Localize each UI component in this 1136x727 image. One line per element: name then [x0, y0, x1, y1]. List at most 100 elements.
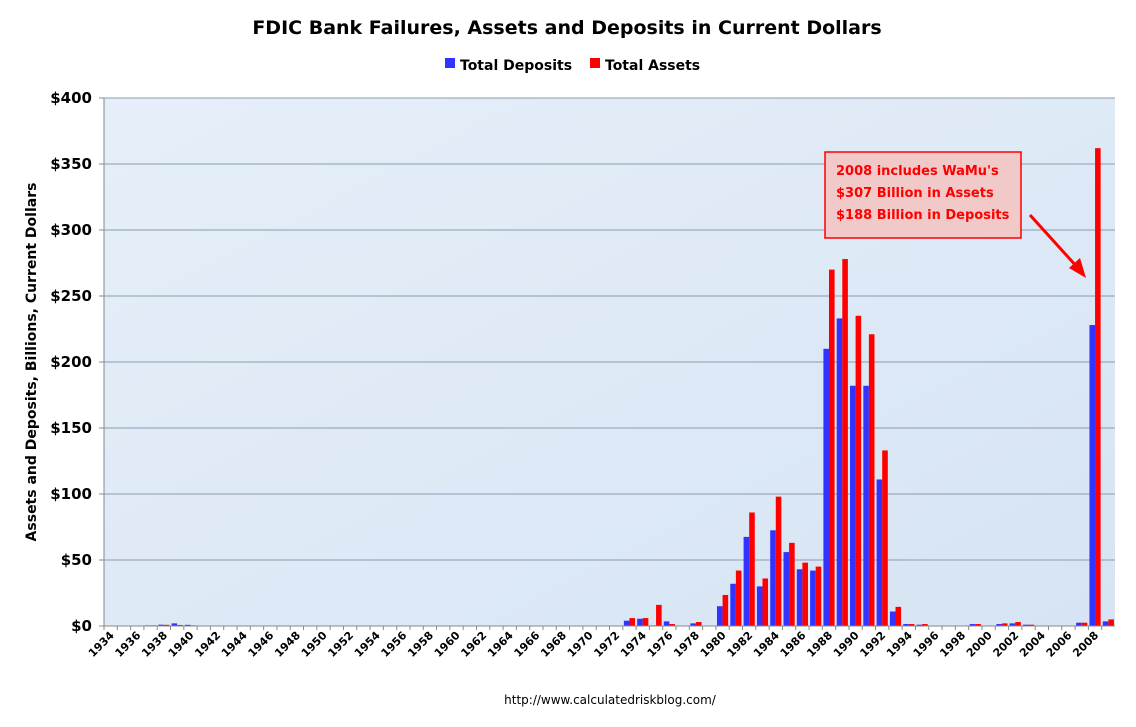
- annotation-arrow-shaft: [1028, 213, 1080, 270]
- bar-total-deposits-2007: [1076, 622, 1082, 626]
- x-tick-label: 1942: [192, 629, 223, 660]
- bar-total-deposits-1985: [783, 552, 790, 626]
- x-tick-label: 2002: [991, 629, 1022, 660]
- x-tick-label: 1954: [352, 629, 383, 660]
- legend: Total Deposits Total Assets: [445, 58, 700, 74]
- x-tick-label: 1944: [219, 629, 250, 660]
- bar-total-assets-1981: [735, 570, 742, 626]
- bar-total-assets-1976: [669, 624, 675, 626]
- bar-total-assets-1992: [882, 450, 888, 626]
- bar-total-deposits-1983: [756, 586, 763, 626]
- bar-total-deposits-1989: [836, 318, 843, 626]
- bar-total-deposits-1976: [663, 621, 670, 626]
- bars: [105, 148, 1114, 626]
- annotation-arrow-head: [1069, 258, 1086, 278]
- annotation-line-3: $188 Billion in Deposits: [836, 208, 1010, 223]
- bar-total-assets-2007: [1081, 622, 1088, 626]
- bar-total-assets-1994: [908, 624, 915, 626]
- y-tick-label: $100: [50, 485, 92, 503]
- annotation: 2008 includes WaMu's $307 Billion in Ass…: [824, 151, 1086, 278]
- legend-swatch-total-deposits: [445, 58, 455, 68]
- bar-total-assets-2001: [1001, 623, 1008, 626]
- x-tick-label: 1976: [645, 629, 676, 660]
- bar-total-deposits-2009: [1102, 621, 1109, 626]
- x-tick-label: 1938: [139, 629, 170, 660]
- bar-total-assets-2008: [1095, 148, 1101, 626]
- legend-label-total-deposits: Total Deposits: [460, 58, 572, 74]
- x-tick-label: 1994: [884, 629, 915, 660]
- bar-total-deposits-2002: [1009, 623, 1016, 626]
- x-tick-label: 1970: [565, 629, 596, 660]
- bar-total-deposits-1990: [850, 385, 856, 626]
- bar-total-deposits-1994: [903, 624, 909, 626]
- bar-total-deposits-1980: [716, 606, 723, 626]
- bar-total-assets-1985: [789, 542, 795, 626]
- bar-total-deposits-1999: [969, 624, 976, 626]
- bar-total-deposits-2003: [1022, 624, 1029, 626]
- x-tick-label: 1950: [299, 629, 330, 660]
- x-tick-label: 1980: [698, 629, 729, 660]
- bar-total-deposits-1992: [876, 479, 883, 626]
- legend-swatch-total-assets: [590, 58, 600, 68]
- bar-total-deposits-1982: [743, 536, 750, 626]
- bar-total-deposits-1986: [796, 569, 803, 626]
- x-tick-label: 1964: [485, 629, 516, 660]
- y-tick-label: $400: [50, 89, 92, 107]
- x-tick-label: 1992: [857, 629, 888, 660]
- bar-total-assets-1983: [762, 578, 769, 626]
- x-tick-label: 1972: [591, 629, 622, 660]
- x-tick-label: 1962: [458, 629, 489, 660]
- bar-total-assets-1995: [922, 624, 928, 626]
- bar-total-assets-1978: [695, 622, 702, 626]
- x-tick-label: 1988: [804, 629, 835, 660]
- x-tick-label: 1960: [432, 629, 463, 660]
- bar-total-deposits-1938: [158, 624, 164, 626]
- bar-total-deposits-1987: [810, 570, 816, 626]
- y-tick-label: $300: [50, 221, 92, 239]
- bar-total-assets-1999: [975, 624, 981, 626]
- y-tick-label: $50: [61, 551, 92, 569]
- bar-total-deposits-1978: [690, 623, 696, 626]
- bar-total-deposits-1993: [889, 611, 896, 626]
- bar-total-assets-1939: [177, 624, 183, 626]
- x-tick-label: 1946: [246, 629, 277, 660]
- annotation-line-2: $307 Billion in Assets: [836, 186, 994, 201]
- bar-total-deposits-1981: [730, 583, 736, 626]
- bar-total-assets-1990: [855, 315, 862, 626]
- y-tick-label: $0: [71, 617, 92, 635]
- bar-total-assets-1982: [749, 512, 755, 626]
- bar-total-assets-2002: [1015, 622, 1021, 626]
- chart-title: FDIC Bank Failures, Assets and Deposits …: [252, 17, 881, 39]
- bar-total-assets-1938: [163, 624, 170, 626]
- x-tick-label: 1940: [166, 629, 197, 660]
- bar-total-assets-2009: [1108, 619, 1114, 626]
- x-tick-label: 1982: [724, 629, 755, 660]
- y-axis-ticks: $0 $50 $100 $150 $200 $250 $300 $350 $400: [50, 89, 104, 635]
- bar-total-assets-1986: [802, 562, 808, 626]
- annotation-line-1: 2008 includes WaMu's: [836, 164, 999, 179]
- bar-total-deposits-1988: [823, 348, 829, 626]
- bar-total-assets-1975: [656, 604, 662, 626]
- legend-label-total-assets: Total Assets: [605, 58, 700, 74]
- x-tick-label: 1974: [618, 629, 649, 660]
- bar-total-assets-2003: [1028, 624, 1035, 626]
- source-url: http://www.calculatedriskblog.com/: [504, 693, 717, 707]
- bar-total-assets-1989: [842, 259, 848, 626]
- bar-total-assets-1974: [642, 618, 649, 626]
- bar-total-deposits-2001: [996, 624, 1002, 626]
- bar-total-deposits-1991: [863, 385, 869, 626]
- y-tick-label: $350: [50, 155, 92, 173]
- x-tick-label: 1968: [538, 629, 569, 660]
- bar-total-assets-1991: [868, 334, 875, 626]
- bar-total-deposits-1940: [184, 624, 191, 626]
- bar-total-deposits-1984: [770, 530, 776, 626]
- bar-total-assets-1987: [815, 566, 822, 626]
- x-tick-label: 1936: [113, 629, 144, 660]
- x-tick-label: 1978: [671, 629, 702, 660]
- bar-total-assets-1973: [629, 618, 636, 626]
- y-tick-label: $150: [50, 419, 92, 437]
- x-tick-label: 1952: [325, 629, 356, 660]
- x-tick-label: 1996: [911, 629, 942, 660]
- y-axis-label: Assets and Deposits, Billions, Current D…: [24, 183, 40, 542]
